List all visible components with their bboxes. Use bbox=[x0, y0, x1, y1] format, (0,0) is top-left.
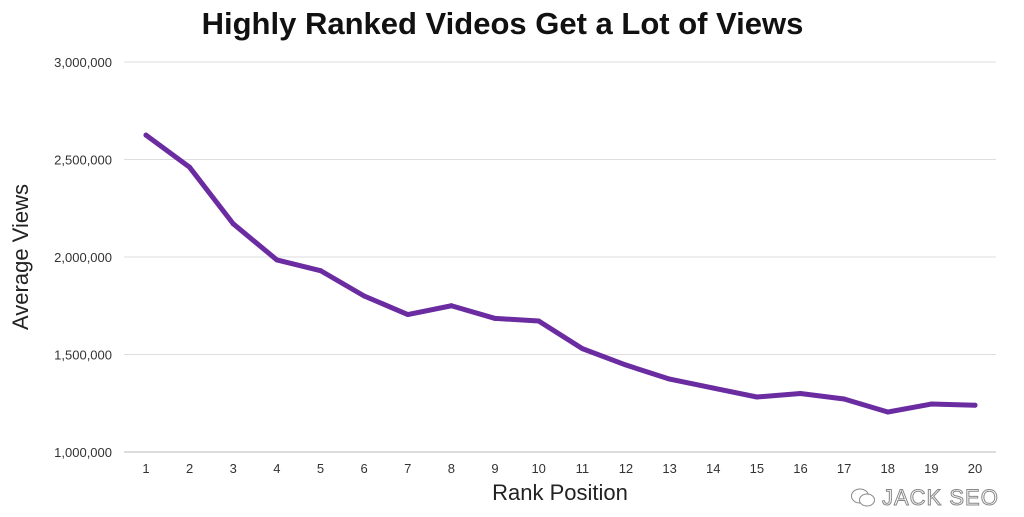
x-tick-label: 17 bbox=[837, 461, 851, 476]
data-point bbox=[579, 346, 585, 352]
data-point bbox=[536, 318, 542, 324]
x-tick-label: 15 bbox=[750, 461, 764, 476]
x-tick-label: 20 bbox=[968, 461, 982, 476]
data-point bbox=[187, 164, 193, 170]
x-tick-label: 8 bbox=[448, 461, 455, 476]
x-tick-label: 13 bbox=[662, 461, 676, 476]
data-point bbox=[623, 362, 629, 368]
x-tick-label: 1 bbox=[142, 461, 149, 476]
x-tick-label: 2 bbox=[186, 461, 193, 476]
data-point bbox=[318, 268, 324, 274]
x-tick-label: 12 bbox=[619, 461, 633, 476]
data-point bbox=[492, 315, 498, 321]
data-point bbox=[667, 376, 673, 382]
data-point bbox=[928, 401, 934, 407]
y-axis-label: Average Views bbox=[8, 184, 33, 330]
data-point bbox=[230, 221, 236, 227]
data-point bbox=[448, 303, 454, 309]
data-point bbox=[361, 293, 367, 299]
chat-bubble-icon bbox=[851, 488, 875, 507]
data-point bbox=[754, 394, 760, 400]
x-tick-label: 14 bbox=[706, 461, 720, 476]
watermark: JACK SEO bbox=[850, 485, 999, 511]
x-tick-label: 19 bbox=[924, 461, 938, 476]
x-axis-label: Rank Position bbox=[492, 480, 628, 505]
watermark-text: JACK SEO bbox=[882, 485, 999, 511]
x-tick-label: 11 bbox=[576, 461, 590, 476]
y-tick-label: 1,000,000 bbox=[54, 445, 112, 460]
x-tick-label: 10 bbox=[531, 461, 545, 476]
data-point bbox=[710, 385, 716, 391]
data-point bbox=[841, 396, 847, 402]
data-point bbox=[143, 132, 149, 138]
x-tick-label: 16 bbox=[793, 461, 807, 476]
x-tick-label: 9 bbox=[491, 461, 498, 476]
data-point bbox=[885, 409, 891, 415]
x-tick-label: 18 bbox=[881, 461, 895, 476]
x-tick-label: 6 bbox=[361, 461, 368, 476]
data-point bbox=[797, 391, 803, 396]
data-point bbox=[972, 402, 978, 408]
x-tick-label: 4 bbox=[273, 461, 280, 476]
y-tick-label: 1,500,000 bbox=[54, 348, 112, 363]
y-tick-label: 2,500,000 bbox=[54, 153, 112, 168]
data-point bbox=[274, 257, 280, 263]
data-line bbox=[143, 132, 978, 415]
y-tick-label: 3,000,000 bbox=[54, 55, 112, 70]
x-tick-label: 7 bbox=[404, 461, 411, 476]
x-tick-label: 5 bbox=[317, 461, 324, 476]
chart-title: Highly Ranked Videos Get a Lot of Views bbox=[201, 6, 804, 41]
y-tick-label: 2,000,000 bbox=[54, 250, 112, 265]
x-tick-label: 3 bbox=[230, 461, 237, 476]
data-point bbox=[405, 312, 411, 318]
